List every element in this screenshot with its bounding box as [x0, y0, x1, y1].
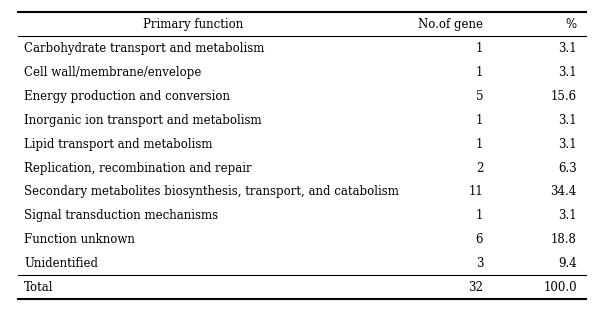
Text: 100.0: 100.0: [543, 281, 577, 294]
Text: Function unknown: Function unknown: [24, 233, 135, 246]
Text: 15.6: 15.6: [551, 90, 577, 103]
Text: 11: 11: [469, 185, 483, 198]
Text: 1: 1: [476, 66, 483, 79]
Text: 6: 6: [476, 233, 483, 246]
Text: Total: Total: [24, 281, 54, 294]
Text: Primary function: Primary function: [143, 18, 243, 31]
Text: 1: 1: [476, 114, 483, 127]
Text: 1: 1: [476, 42, 483, 55]
Text: Replication, recombination and repair: Replication, recombination and repair: [24, 162, 252, 175]
Text: 3.1: 3.1: [558, 138, 577, 151]
Text: Energy production and conversion: Energy production and conversion: [24, 90, 230, 103]
Text: Unidentified: Unidentified: [24, 257, 98, 270]
Text: 3.1: 3.1: [558, 66, 577, 79]
Text: No.of gene: No.of gene: [418, 18, 483, 31]
Text: 3.1: 3.1: [558, 42, 577, 55]
Text: 9.4: 9.4: [558, 257, 577, 270]
Text: 5: 5: [476, 90, 483, 103]
Text: 3.1: 3.1: [558, 209, 577, 222]
Text: 3.1: 3.1: [558, 114, 577, 127]
Text: 34.4: 34.4: [551, 185, 577, 198]
Text: 2: 2: [476, 162, 483, 175]
Text: Cell wall/membrane/envelope: Cell wall/membrane/envelope: [24, 66, 202, 79]
Text: Lipid transport and metabolism: Lipid transport and metabolism: [24, 138, 213, 151]
Text: Secondary metabolites biosynthesis, transport, and catabolism: Secondary metabolites biosynthesis, tran…: [24, 185, 399, 198]
Text: Carbohydrate transport and metabolism: Carbohydrate transport and metabolism: [24, 42, 265, 55]
Text: 18.8: 18.8: [551, 233, 577, 246]
Text: Signal transduction mechanisms: Signal transduction mechanisms: [24, 209, 218, 222]
Text: %: %: [566, 18, 577, 31]
Text: 1: 1: [476, 209, 483, 222]
Text: 3: 3: [476, 257, 483, 270]
Text: 6.3: 6.3: [558, 162, 577, 175]
Text: Inorganic ion transport and metabolism: Inorganic ion transport and metabolism: [24, 114, 262, 127]
Text: 1: 1: [476, 138, 483, 151]
Text: 32: 32: [468, 281, 483, 294]
